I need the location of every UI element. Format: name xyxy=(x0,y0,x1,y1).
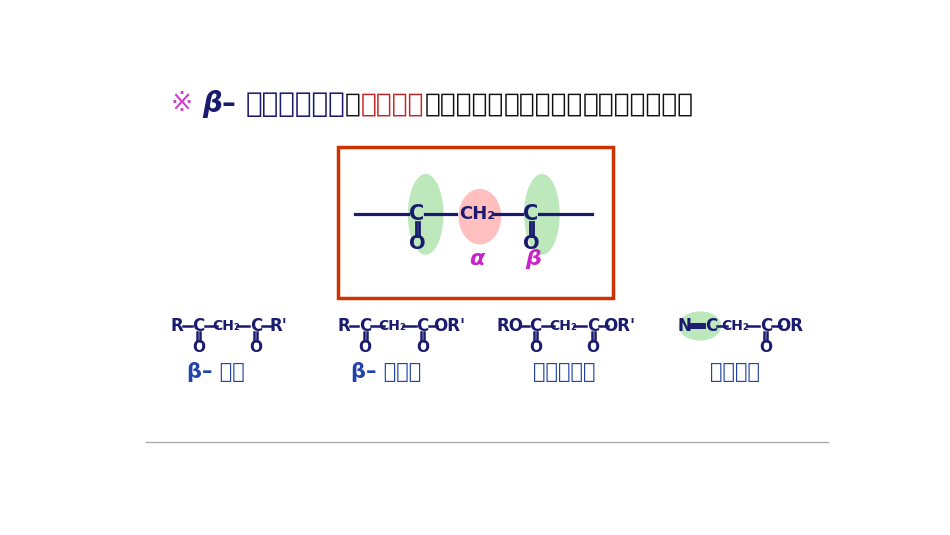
Text: 之间被一个: 之间被一个 xyxy=(425,91,504,117)
Text: C: C xyxy=(587,317,599,335)
Text: 两个羰基: 两个羰基 xyxy=(361,91,425,117)
Text: CH₂: CH₂ xyxy=(459,205,495,223)
Text: O: O xyxy=(359,340,371,355)
Text: CH₂: CH₂ xyxy=(722,319,750,333)
Text: 隔开的化合物。: 隔开的化合物。 xyxy=(583,91,694,117)
Text: O: O xyxy=(529,340,542,355)
Text: O: O xyxy=(250,340,262,355)
Bar xyxy=(338,147,613,297)
Text: 丙二酸二酯: 丙二酸二酯 xyxy=(533,362,596,382)
Text: 氰乙酸酯: 氰乙酸酯 xyxy=(710,362,760,382)
Text: OR': OR' xyxy=(433,317,465,335)
Text: O: O xyxy=(522,234,540,253)
Text: C: C xyxy=(416,317,428,335)
Text: CH₂: CH₂ xyxy=(549,319,577,333)
Text: C: C xyxy=(359,317,371,335)
Text: β: β xyxy=(202,90,222,118)
Text: OR: OR xyxy=(776,317,804,335)
Text: C: C xyxy=(529,317,542,335)
Text: O: O xyxy=(408,234,426,253)
Text: β– 酮酸酯: β– 酮酸酯 xyxy=(351,362,421,382)
Ellipse shape xyxy=(524,174,560,255)
Text: 二羰基化合物: 二羰基化合物 xyxy=(245,90,345,118)
Text: O: O xyxy=(416,340,429,355)
Ellipse shape xyxy=(408,174,444,255)
Text: –: – xyxy=(221,90,245,118)
Text: CH₂: CH₂ xyxy=(212,319,239,333)
Text: N: N xyxy=(677,317,692,335)
Text: O: O xyxy=(192,340,205,355)
Text: α: α xyxy=(469,249,484,269)
Text: C: C xyxy=(705,317,717,335)
Text: 饱和碳原子: 饱和碳原子 xyxy=(504,91,583,117)
Text: β– 二酮: β– 二酮 xyxy=(187,362,244,382)
Text: O: O xyxy=(586,340,599,355)
Ellipse shape xyxy=(459,189,502,244)
Text: ：: ： xyxy=(345,91,361,117)
Text: RO: RO xyxy=(497,317,523,335)
Text: R: R xyxy=(337,317,350,335)
Text: R': R' xyxy=(270,317,287,335)
Text: β: β xyxy=(525,249,541,269)
Text: O: O xyxy=(759,340,772,355)
Text: C: C xyxy=(409,204,425,224)
Text: C: C xyxy=(250,317,262,335)
Text: ※: ※ xyxy=(171,91,202,117)
Text: C: C xyxy=(760,317,772,335)
Text: C: C xyxy=(193,317,204,335)
Text: C: C xyxy=(523,204,539,224)
Text: R: R xyxy=(170,317,183,335)
Text: OR': OR' xyxy=(603,317,636,335)
Ellipse shape xyxy=(678,311,721,341)
Text: CH₂: CH₂ xyxy=(378,319,407,333)
